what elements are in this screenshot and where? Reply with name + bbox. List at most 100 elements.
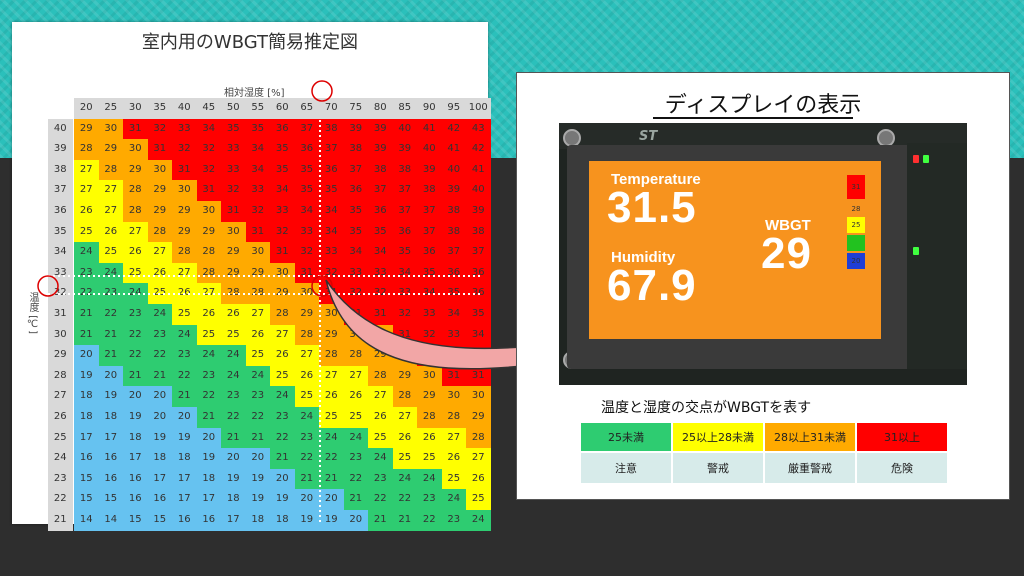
wbgt-cell: 35: [343, 201, 368, 222]
wbgt-cell: 27: [270, 324, 295, 346]
wbgt-cell: 29: [147, 201, 172, 222]
wbgt-cell: 37: [392, 201, 417, 222]
wbgt-cell: 26: [417, 427, 442, 449]
wbgt-cell: 16: [98, 448, 123, 469]
wbgt-scale-segment: 31: [847, 175, 865, 199]
wbgt-cell: 18: [123, 427, 148, 449]
wbgt-cell: 25: [123, 262, 148, 284]
wbgt-cell: 36: [392, 221, 417, 243]
wbgt-cell: 38: [343, 139, 368, 160]
wbgt-cell: 26: [196, 304, 221, 325]
wbgt-cell: 35: [466, 304, 491, 325]
wbgt-chart-panel: 室内用のWBGT簡易推定図 相対湿度 [%] 温度 [℃] 20 25 30 35 40…: [12, 22, 491, 531]
temperature-header-cell: 33: [48, 262, 73, 284]
wbgt-cell: 29: [368, 345, 393, 366]
wbgt-cell: 35: [392, 242, 417, 263]
wbgt-cell: 21: [172, 386, 197, 407]
wbgt-cell: 34: [441, 304, 466, 325]
legend-table: 25未満 25以上28未満 28以上31未満 31以上 注意 警戒 厳重警戒 危…: [579, 421, 949, 485]
wbgt-cell: 33: [172, 118, 197, 140]
wbgt-scale-segment: 20: [847, 253, 865, 269]
wbgt-cell: 28: [123, 180, 148, 201]
wbgt-cell: 19: [123, 407, 148, 428]
wbgt-cell: 23: [343, 448, 368, 469]
wbgt-cell: 21: [74, 324, 99, 346]
wbgt-cell: 29: [98, 139, 123, 160]
wbgt-cell: 19: [98, 386, 123, 407]
wbgt-label: WBGT: [765, 217, 811, 234]
wbgt-cell: 31: [147, 139, 172, 160]
wbgt-cell: 29: [466, 407, 491, 428]
wbgt-cell: 26: [368, 407, 393, 428]
display-panel: ディスプレイの表示 ST Temperature 31.5 Humidity 6…: [516, 72, 1010, 500]
legend-range-row: 25未満 25以上28未満 28以上31未満 31以上: [581, 423, 947, 451]
wbgt-cell: 35: [294, 159, 319, 181]
wbgt-cell: 19: [270, 489, 295, 510]
wbgt-cell: 19: [245, 489, 270, 510]
temperature-header-cell: 37: [48, 180, 73, 201]
wbgt-cell: 28: [368, 365, 393, 387]
wbgt-cell: 37: [417, 221, 442, 243]
wbgt-cell: 42: [466, 139, 491, 160]
wbgt-value: 29: [761, 229, 812, 278]
wbgt-cell: 29: [221, 262, 246, 284]
wbgt-cell: 36: [466, 283, 491, 304]
board-top: [559, 123, 967, 149]
wbgt-cell: 25: [466, 489, 491, 510]
wbgt-cell: 41: [466, 159, 491, 181]
wbgt-cell: 28: [417, 407, 442, 428]
wbgt-cell: 19: [245, 468, 270, 490]
wbgt-cell: 23: [221, 386, 246, 407]
wbgt-cell: 17: [74, 427, 99, 449]
humidity-header-cell: 80: [368, 98, 393, 119]
wbgt-cell: 20: [98, 365, 123, 387]
wbgt-cell: 26: [147, 262, 172, 284]
wbgt-cell: 17: [221, 510, 246, 531]
wbgt-cell: 20: [147, 407, 172, 428]
wbgt-cell: 28: [147, 221, 172, 243]
wbgt-cell: 25: [417, 448, 442, 469]
wbgt-cell: 36: [466, 262, 491, 284]
wbgt-cell: 29: [417, 386, 442, 407]
wbgt-cell: 28: [319, 345, 344, 366]
wbgt-cell: 37: [294, 118, 319, 140]
wbgt-cell: 24: [343, 427, 368, 449]
wbgt-cell: 21: [221, 427, 246, 449]
wbgt-cell: 32: [147, 118, 172, 140]
wbgt-cell: 41: [417, 118, 442, 140]
wbgt-cell: 32: [196, 159, 221, 181]
wbgt-cell: 23: [294, 427, 319, 449]
temperature-header-cell: 34: [48, 242, 73, 263]
wbgt-cell: 38: [417, 180, 442, 201]
wbgt-cell: 28: [294, 324, 319, 346]
chart-title: 室内用のWBGT簡易推定図: [141, 32, 359, 53]
wbgt-cell: 37: [417, 201, 442, 222]
power-led-icon: [913, 247, 919, 255]
wbgt-cell: 23: [270, 407, 295, 428]
wbgt-scale-segment: [847, 235, 865, 251]
wbgt-cell: 17: [172, 468, 197, 490]
wbgt-cell: 21: [392, 510, 417, 531]
wbgt-cell: 28: [74, 139, 99, 160]
wbgt-cell: 29: [196, 221, 221, 243]
temperature-header-cell: 28: [48, 365, 73, 387]
wbgt-cell: 30: [221, 221, 246, 243]
wbgt-cell: 34: [368, 242, 393, 263]
wbgt-cell: 32: [221, 180, 246, 201]
wbgt-cell: 35: [368, 221, 393, 243]
wbgt-cell: 15: [147, 510, 172, 531]
wbgt-cell: 28: [245, 283, 270, 304]
wbgt-cell: 30: [466, 386, 491, 407]
wbgt-cell: 17: [147, 468, 172, 490]
wbgt-cell: 25: [343, 407, 368, 428]
wbgt-cell: 34: [294, 201, 319, 222]
legend-title: 温度と湿度の交点がWBGTを表す: [601, 400, 812, 416]
wbgt-cell: 15: [123, 510, 148, 531]
wbgt-cell: 26: [74, 201, 99, 222]
wbgt-cell: 30: [196, 201, 221, 222]
wbgt-cell: 15: [74, 468, 99, 490]
wbgt-cell: 23: [417, 489, 442, 510]
wbgt-cell: 34: [466, 324, 491, 346]
wbgt-cell: 36: [294, 139, 319, 160]
wbgt-cell: 24: [123, 283, 148, 304]
